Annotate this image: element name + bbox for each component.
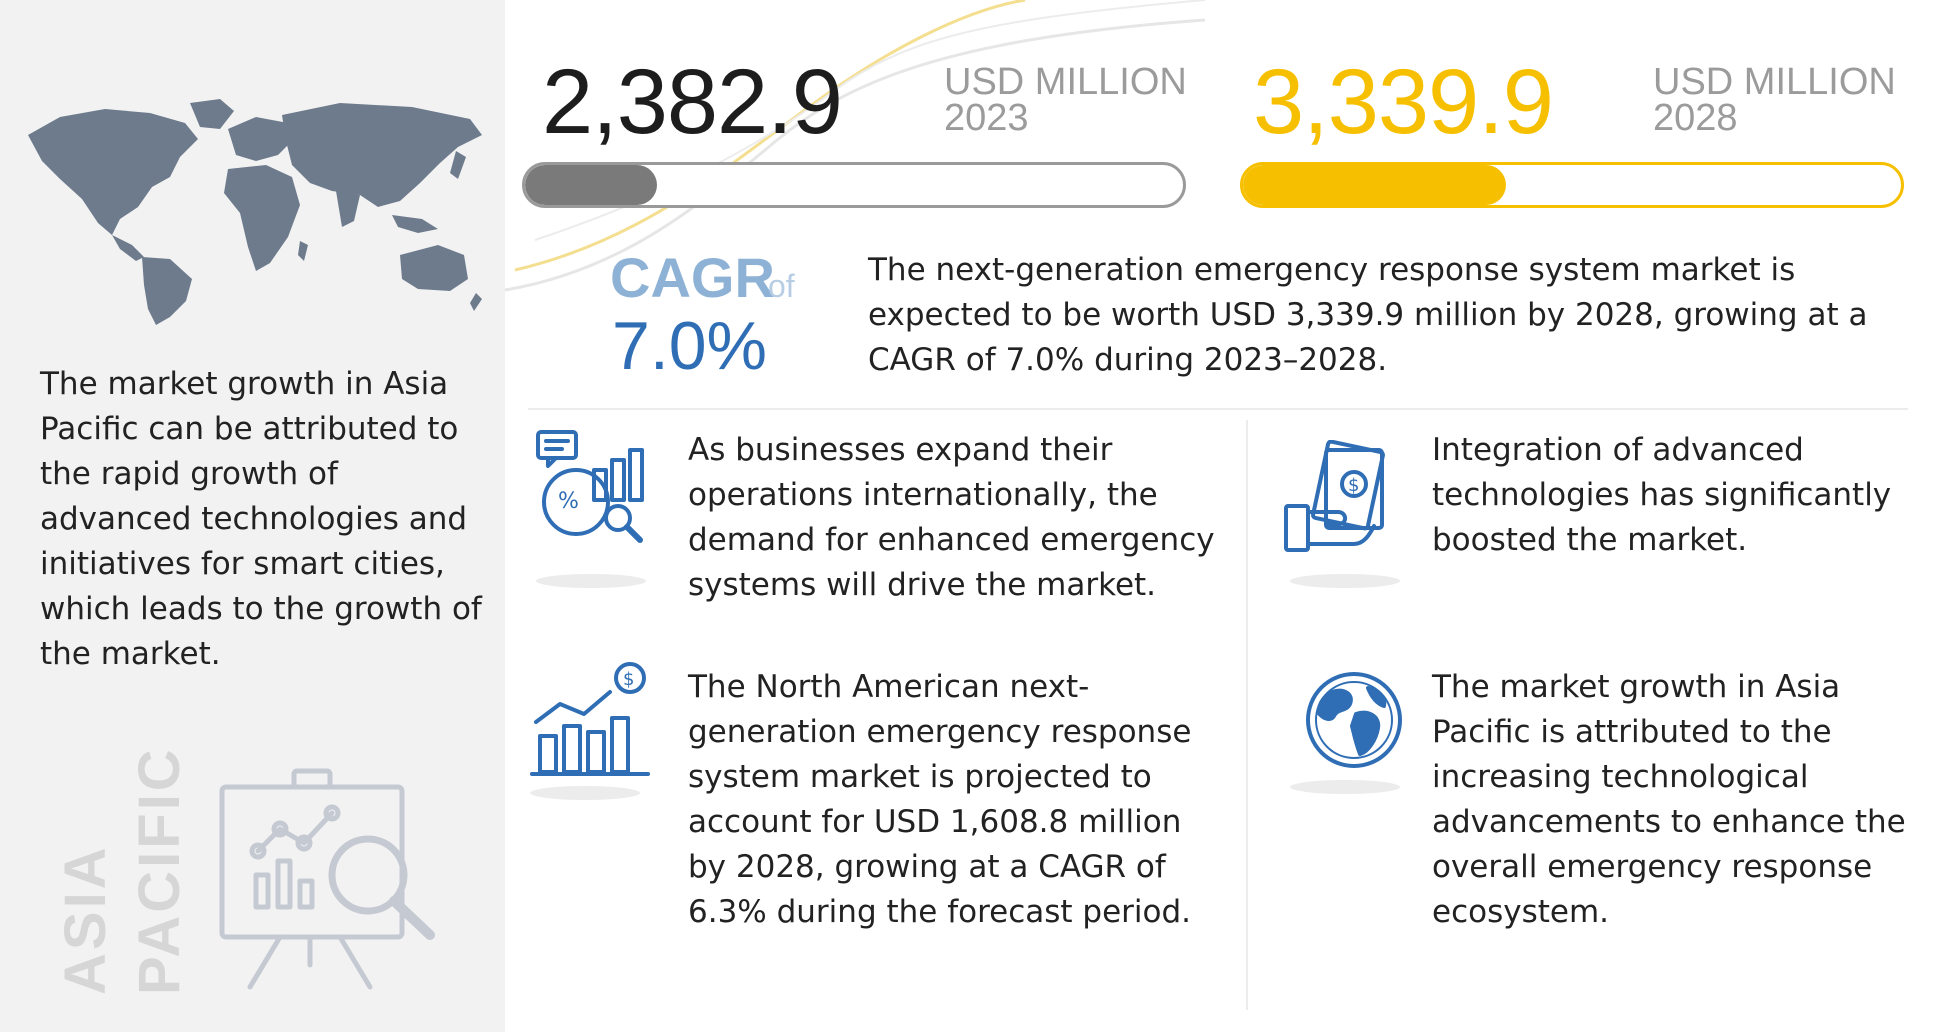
unit-label-2028: USD MILLION 2028: [1653, 61, 1896, 139]
fact-text-2: Integration of advanced technologies has…: [1432, 432, 1892, 558]
cagr-of-label: of: [768, 268, 795, 304]
market-summary: The next-generation emergency response s…: [868, 252, 1868, 378]
growth-bar-dollar-icon: $: [530, 662, 650, 776]
vertical-label-pacific: PACIFIC: [127, 746, 192, 995]
progress-bar-2023: [522, 162, 1186, 208]
unit-label-2023: USD MILLION 2023: [944, 61, 1187, 139]
money-hand-icon: $: [1284, 440, 1385, 552]
progress-bar-2028: [1240, 162, 1904, 208]
svg-text:%: %: [558, 489, 579, 514]
world-map-icon: [28, 99, 482, 325]
svg-text:$: $: [623, 669, 634, 690]
year-text-2028: 2028: [1653, 97, 1738, 139]
globe-icon: [1306, 672, 1402, 768]
fact-text-4: The market growth in Asia Pacific is att…: [1432, 669, 1906, 930]
horizontal-divider: [528, 408, 1908, 410]
unit-text-2028: USD MILLION: [1653, 61, 1896, 103]
svg-text:$: $: [1348, 475, 1359, 496]
progress-fill-2028: [1243, 165, 1507, 205]
icon-shadow: [530, 786, 640, 800]
vertical-divider: [1246, 420, 1248, 1010]
cagr-label: CAGR: [610, 246, 775, 309]
market-value-2023: 2,382.9: [542, 51, 843, 153]
fact-text-1: As businesses expand their operations in…: [688, 432, 1215, 603]
market-value-2028: 3,339.9: [1253, 51, 1554, 153]
icon-shadow: [1290, 780, 1400, 794]
vertical-label-asia: ASIA: [53, 844, 118, 995]
icon-shadow: [1290, 574, 1400, 588]
cagr-value: 7.0%: [612, 308, 767, 384]
year-text-2023: 2023: [944, 97, 1029, 139]
fact-text-3: The North American next-generation emerg…: [688, 669, 1192, 930]
progress-fill-2023: [525, 165, 657, 205]
region-description: The market growth in Asia Pacific can be…: [40, 366, 482, 672]
presentation-board-icon: [219, 768, 435, 990]
unit-text-2023: USD MILLION: [944, 61, 1187, 103]
analytics-chart-icon: %: [536, 430, 644, 543]
icon-shadow: [536, 574, 646, 588]
left-panel: The market growth in Asia Pacific can be…: [0, 0, 505, 1032]
